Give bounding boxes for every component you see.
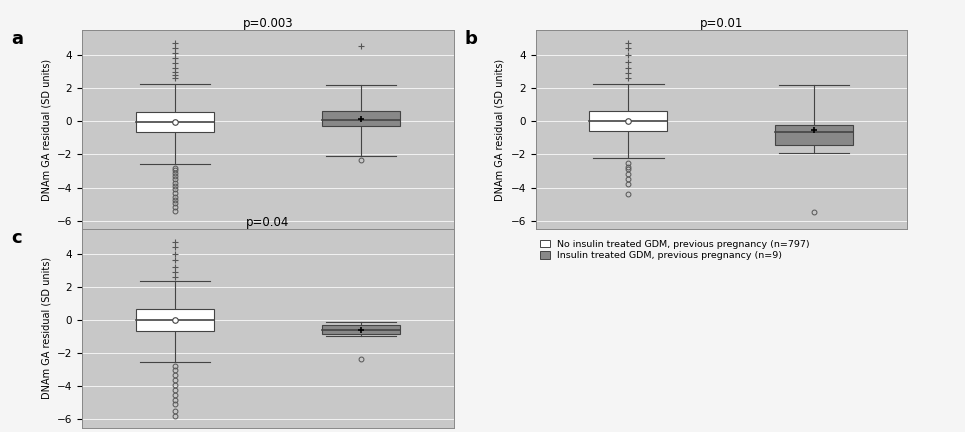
Title: p=0.04: p=0.04 <box>246 216 290 229</box>
FancyBboxPatch shape <box>136 309 214 331</box>
Title: p=0.003: p=0.003 <box>242 17 293 30</box>
Legend: No insulin treated GDM, previous pregnancy (n=797), Insulin treated GDM, previou: No insulin treated GDM, previous pregnan… <box>540 240 810 260</box>
Text: b: b <box>465 30 478 48</box>
Y-axis label: DNAm GA residual (SD units): DNAm GA residual (SD units) <box>41 257 51 399</box>
FancyBboxPatch shape <box>321 111 400 126</box>
FancyBboxPatch shape <box>775 125 853 145</box>
Title: p=0.01: p=0.01 <box>700 17 743 30</box>
Y-axis label: DNAm GA residual (SD units): DNAm GA residual (SD units) <box>41 59 51 200</box>
Text: a: a <box>12 30 23 48</box>
FancyBboxPatch shape <box>136 112 214 132</box>
Legend: Maternal age below 40 years (n=688), Maternal age 40 years and above (n=115): Maternal age below 40 years (n=688), Mat… <box>87 240 306 260</box>
FancyBboxPatch shape <box>321 325 400 334</box>
Y-axis label: DNAm GA residual (SD units): DNAm GA residual (SD units) <box>495 59 505 200</box>
FancyBboxPatch shape <box>590 111 668 131</box>
Text: c: c <box>12 229 22 247</box>
